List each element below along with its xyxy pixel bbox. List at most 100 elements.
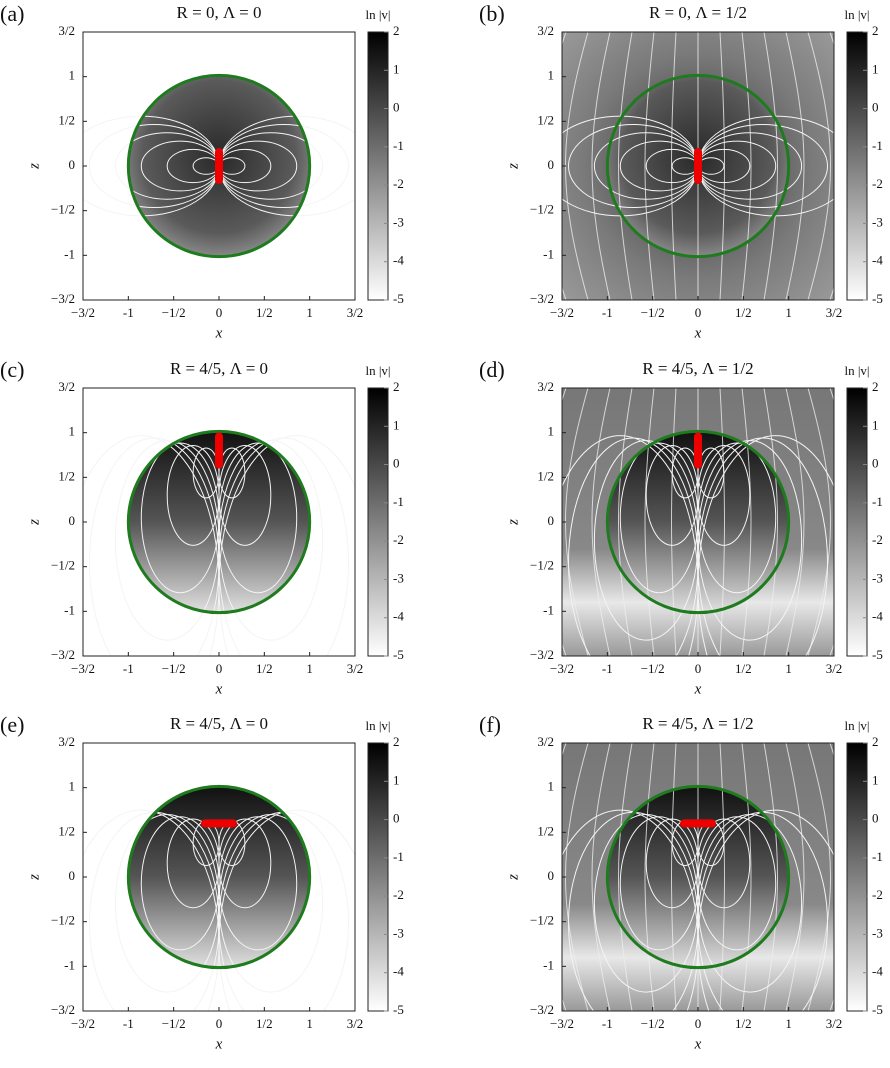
colorbar-tick-label: -5 <box>393 291 404 306</box>
x-tick-label: 3/2 <box>826 661 843 676</box>
title: R = 4/5, Λ = 0 <box>170 359 268 378</box>
x-tick-label: 0 <box>216 1016 223 1031</box>
y-tick-label: 1/2 <box>58 468 75 483</box>
x-tick-label: −3/2 <box>550 1016 574 1031</box>
title: R = 4/5, Λ = 0 <box>170 714 268 733</box>
streamline <box>644 743 655 1011</box>
streamline <box>741 32 752 300</box>
x-tick-label: 1 <box>306 661 313 676</box>
y-tick-label: -1 <box>543 602 554 617</box>
colorbar-tick-label: -1 <box>872 849 883 864</box>
x-tick-label: 0 <box>695 305 702 320</box>
x-tick-label: 1 <box>306 305 313 320</box>
colorbar-tick-label: -1 <box>393 849 404 864</box>
x-label: x <box>694 681 702 697</box>
streamline <box>697 816 777 951</box>
colorbar-tick-label: -5 <box>872 1002 883 1017</box>
colorbar-tick-label: -3 <box>393 570 404 585</box>
y-tick-label: 1/2 <box>58 112 75 127</box>
colorbar-tick-label: -4 <box>393 609 404 624</box>
interface <box>126 784 312 970</box>
x-tick-label: 3/2 <box>826 1016 843 1031</box>
colorbar <box>846 31 868 301</box>
streamline <box>719 743 725 1011</box>
y-tick-label: 0 <box>69 513 76 528</box>
y-tick-label: −1/2 <box>530 913 554 928</box>
colorbar-tick-label: -2 <box>393 176 404 191</box>
streamline <box>697 445 751 546</box>
y-tick-label: 1/2 <box>537 112 554 127</box>
x-label: x <box>694 325 702 341</box>
x-tick-label: −1/2 <box>641 661 665 676</box>
streamline <box>763 743 778 1011</box>
swimmer <box>201 819 237 828</box>
y-tick-label: −1/2 <box>51 558 75 573</box>
panel-label: (b) <box>479 1 505 26</box>
y-tick-label: 0 <box>69 157 76 172</box>
x-tick-label: 3/2 <box>347 1016 364 1031</box>
interface <box>605 429 791 615</box>
streamline <box>785 32 805 300</box>
x-tick-label: 1/2 <box>735 661 752 676</box>
title: R = 0, Λ = 1/2 <box>649 3 747 22</box>
x-tick-label: 0 <box>216 661 223 676</box>
streamline <box>719 32 725 300</box>
colorbar-label: ln |v| <box>365 363 390 378</box>
streamline <box>591 32 611 300</box>
streamline <box>218 809 355 1011</box>
streamline <box>591 743 611 1011</box>
colorbar-label: ln |v| <box>365 7 390 22</box>
colorbar-tick-label: 2 <box>393 379 400 394</box>
streamline <box>697 435 834 656</box>
interface <box>605 73 791 259</box>
x-tick-label: 1/2 <box>735 1016 752 1031</box>
x-tick-label: 0 <box>216 305 223 320</box>
streamline <box>763 32 778 300</box>
colorbar-tick-label: -4 <box>393 964 404 979</box>
streamline <box>618 32 633 300</box>
colorbar-tick-label: -4 <box>872 609 883 624</box>
y-label: z <box>505 874 521 881</box>
panel-label: (e) <box>0 712 24 737</box>
y-label: z <box>26 519 42 526</box>
y-tick-label: 1 <box>548 68 555 83</box>
x-tick-label: −3/2 <box>71 661 95 676</box>
y-tick-label: −3/2 <box>51 291 75 306</box>
y-tick-label: 0 <box>548 868 555 883</box>
x-tick-label: −3/2 <box>71 1016 95 1031</box>
x-label: x <box>215 325 223 341</box>
y-tick-label: 1/2 <box>537 823 554 838</box>
streamline <box>644 388 655 656</box>
colorbar-tick-label: -2 <box>872 532 883 547</box>
colorbar-tick-label: 0 <box>872 456 879 471</box>
y-tick-label: 1/2 <box>537 468 554 483</box>
x-tick-label: −1/2 <box>162 1016 186 1031</box>
y-tick-label: 1 <box>548 779 555 794</box>
x-tick-label: 0 <box>695 661 702 676</box>
x-tick-label: 1 <box>785 661 792 676</box>
title: R = 4/5, Λ = 1/2 <box>642 359 753 378</box>
colorbar-label: ln |v| <box>844 7 869 22</box>
x-tick-label: 1 <box>306 1016 313 1031</box>
colorbar-tick-label: 1 <box>872 417 879 432</box>
streamline <box>719 388 725 656</box>
y-tick-label: −3/2 <box>51 647 75 662</box>
x-tick-label: 1/2 <box>256 305 273 320</box>
colorbar-tick-label: -5 <box>872 647 883 662</box>
colorbar-tick-label: 2 <box>872 379 879 394</box>
colorbar <box>367 742 389 1012</box>
streamline <box>644 32 655 300</box>
streamline <box>218 818 272 909</box>
colorbar-tick-label: -3 <box>393 214 404 229</box>
swimmer <box>215 432 223 469</box>
y-tick-label: 1/2 <box>58 823 75 838</box>
swimmer <box>215 148 223 184</box>
streamline <box>671 32 677 300</box>
streamline <box>697 818 751 909</box>
streamline <box>807 32 831 300</box>
x-tick-label: −1/2 <box>162 305 186 320</box>
streamline <box>218 445 272 546</box>
y-label: z <box>505 519 521 526</box>
streamline <box>697 442 777 594</box>
